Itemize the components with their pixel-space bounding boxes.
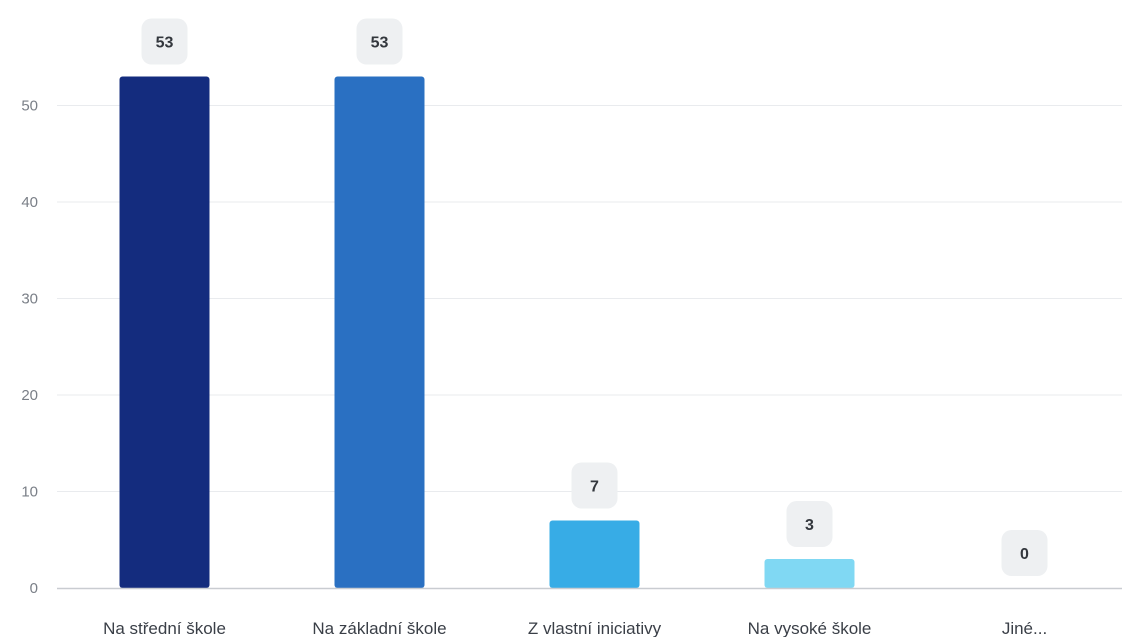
data-label: 3 — [805, 517, 814, 534]
x-tick-label: Na střední škole — [103, 619, 226, 637]
data-label-badge — [786, 501, 833, 548]
bars — [119, 76, 855, 589]
data-label: 0 — [1020, 546, 1029, 563]
data-labels: 53 53 7 3 0 — [141, 18, 1048, 576]
y-tick-label: 30 — [21, 291, 38, 308]
data-label-badge — [141, 18, 188, 65]
data-label: 53 — [156, 35, 174, 52]
data-label-badge — [1001, 530, 1048, 576]
y-tick-label: 40 — [21, 194, 38, 211]
data-label: 7 — [590, 478, 599, 495]
y-axis-ticks: 0 10 20 30 40 50 — [21, 98, 38, 598]
x-tick-label: Na vysoké škole — [748, 619, 872, 637]
bar[interactable] — [549, 520, 640, 588]
bar[interactable] — [334, 76, 425, 589]
y-tick-label: 50 — [21, 98, 38, 115]
x-tick-label: Na základní škole — [312, 619, 446, 637]
data-label: 53 — [371, 35, 389, 52]
y-tick-label: 0 — [30, 580, 38, 597]
y-tick-label: 10 — [21, 484, 38, 501]
y-tick-label: 20 — [21, 387, 38, 404]
bar[interactable] — [764, 559, 855, 588]
data-label-badge — [571, 462, 618, 509]
x-tick-label: Z vlastní iniciativy — [528, 619, 662, 637]
bar[interactable] — [119, 76, 210, 589]
gridlines — [57, 105, 1122, 492]
data-label-badge — [356, 18, 403, 65]
x-axis-ticks: Na střední škole Na základní škole Z vlast… — [103, 619, 1047, 637]
x-tick-label: Jiné... — [1002, 619, 1047, 637]
